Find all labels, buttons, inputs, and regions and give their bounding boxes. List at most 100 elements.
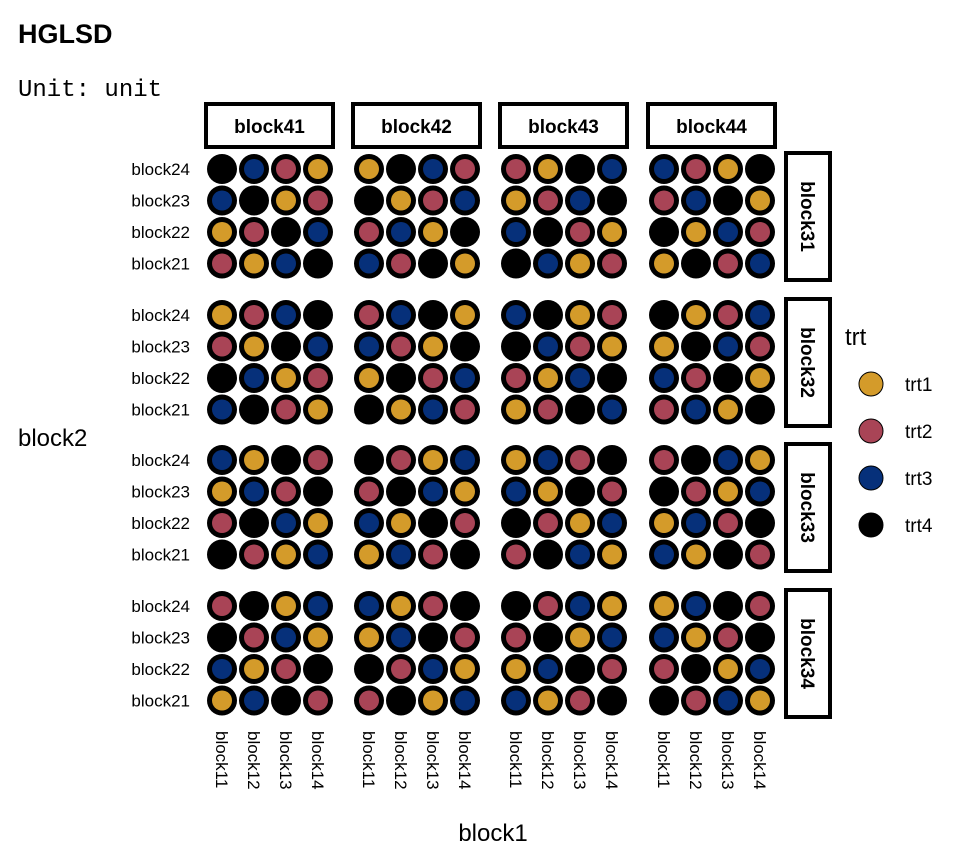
unit-point-trt1 bbox=[359, 368, 379, 388]
unit-point-trt2 bbox=[718, 305, 738, 325]
unit-point-trt3 bbox=[455, 690, 475, 711]
unit-point-trt4 bbox=[455, 544, 475, 565]
unit-point-trt1 bbox=[276, 596, 296, 616]
unit-point-trt4 bbox=[308, 305, 328, 325]
unit-point-trt1 bbox=[506, 190, 526, 211]
unit-point-trt4 bbox=[602, 690, 622, 711]
unit-point-trt2 bbox=[244, 627, 264, 648]
unit-point-trt3 bbox=[276, 627, 296, 648]
unit-point-trt2 bbox=[308, 690, 328, 711]
unit-point-trt4 bbox=[602, 190, 622, 211]
unit-point-trt4 bbox=[602, 368, 622, 388]
unit-point-trt3 bbox=[750, 305, 770, 325]
unit-point-trt4 bbox=[244, 399, 264, 420]
unit-point-trt2 bbox=[455, 159, 475, 179]
y-tick-label: block23 bbox=[131, 192, 190, 211]
x-tick-label: block12 bbox=[391, 731, 410, 790]
unit-point-trt4 bbox=[654, 481, 674, 502]
unit-point-trt2 bbox=[244, 305, 264, 325]
unit-point-trt3 bbox=[455, 368, 475, 388]
unit-point-trt2 bbox=[750, 336, 770, 357]
unit-point-trt3 bbox=[602, 399, 622, 420]
unit-point-trt4 bbox=[455, 336, 475, 357]
unit-point-trt2 bbox=[244, 222, 264, 242]
unit-point-trt3 bbox=[718, 336, 738, 357]
legend-key-trt1 bbox=[858, 371, 884, 397]
x-tick-label: block12 bbox=[538, 731, 557, 790]
facet-col-strip bbox=[498, 102, 629, 149]
unit-point-trt4 bbox=[244, 513, 264, 533]
unit-point-trt3 bbox=[538, 336, 558, 357]
unit-point-trt3 bbox=[750, 253, 770, 274]
unit-point-trt3 bbox=[308, 596, 328, 616]
unit-point-trt1 bbox=[654, 513, 674, 533]
unit-point-trt1 bbox=[538, 481, 558, 502]
unit-point-trt4 bbox=[212, 627, 232, 648]
x-tick-label: block13 bbox=[423, 731, 442, 790]
chart-title: HGLSD bbox=[18, 19, 113, 49]
unit-point-trt2 bbox=[686, 368, 706, 388]
unit-point-trt4 bbox=[391, 159, 411, 179]
unit-point-trt4 bbox=[718, 190, 738, 211]
unit-point-trt3 bbox=[359, 253, 379, 274]
unit-point-trt4 bbox=[391, 368, 411, 388]
unit-point-trt4 bbox=[750, 399, 770, 420]
y-tick-label: block24 bbox=[131, 597, 190, 616]
x-tick-label: block14 bbox=[602, 731, 621, 790]
y-tick-label: block21 bbox=[131, 692, 190, 711]
unit-point-trt2 bbox=[423, 368, 443, 388]
y-tick-label: block23 bbox=[131, 483, 190, 502]
unit-point-trt4 bbox=[244, 596, 264, 616]
unit-point-trt2 bbox=[391, 659, 411, 679]
unit-point-trt3 bbox=[506, 690, 526, 711]
legend-title: trt bbox=[845, 324, 867, 351]
unit-point-trt1 bbox=[244, 253, 264, 274]
facet-col-label: block43 bbox=[528, 117, 599, 138]
unit-point-trt3 bbox=[538, 659, 558, 679]
y-tick-label: block23 bbox=[131, 338, 190, 357]
unit-point-trt3 bbox=[654, 627, 674, 648]
unit-point-trt2 bbox=[654, 190, 674, 211]
unit-point-trt3 bbox=[308, 336, 328, 357]
unit-point-trt3 bbox=[718, 222, 738, 242]
unit-point-trt1 bbox=[391, 596, 411, 616]
unit-point-trt2 bbox=[538, 513, 558, 533]
unit-point-trt3 bbox=[212, 659, 232, 679]
unit-point-trt2 bbox=[750, 596, 770, 616]
unit-point-trt3 bbox=[244, 368, 264, 388]
unit-point-trt2 bbox=[718, 253, 738, 274]
unit-point-trt1 bbox=[538, 690, 558, 711]
facet-row-label: block31 bbox=[796, 181, 817, 252]
unit-point-trt4 bbox=[244, 190, 264, 211]
unit-point-trt2 bbox=[654, 399, 674, 420]
unit-point-trt2 bbox=[212, 596, 232, 616]
unit-point-trt4 bbox=[506, 596, 526, 616]
unit-point-trt1 bbox=[212, 305, 232, 325]
unit-point-trt1 bbox=[750, 190, 770, 211]
unit-point-trt1 bbox=[244, 659, 264, 679]
unit-point-trt3 bbox=[455, 190, 475, 211]
unit-point-trt3 bbox=[686, 190, 706, 211]
unit-point-trt4 bbox=[654, 690, 674, 711]
unit-point-trt1 bbox=[654, 596, 674, 616]
unit-point-trt4 bbox=[423, 253, 443, 274]
unit-point-trt4 bbox=[570, 659, 590, 679]
facet-row-strip bbox=[784, 442, 832, 573]
unit-point-trt2 bbox=[602, 481, 622, 502]
y-tick-label: block21 bbox=[131, 255, 190, 274]
unit-point-trt2 bbox=[538, 399, 558, 420]
unit-point-trt1 bbox=[391, 190, 411, 211]
unit-point-trt2 bbox=[359, 222, 379, 242]
unit-point-trt4 bbox=[750, 513, 770, 533]
unit-point-trt4 bbox=[308, 481, 328, 502]
unit-point-trt2 bbox=[391, 450, 411, 470]
unit-point-trt3 bbox=[244, 690, 264, 711]
unit-point-trt1 bbox=[455, 305, 475, 325]
unit-point-trt3 bbox=[654, 159, 674, 179]
unit-point-trt2 bbox=[570, 690, 590, 711]
unit-point-trt4 bbox=[359, 659, 379, 679]
unit-point-trt3 bbox=[359, 336, 379, 357]
unit-point-trt3 bbox=[423, 659, 443, 679]
y-tick-label: block23 bbox=[131, 629, 190, 648]
